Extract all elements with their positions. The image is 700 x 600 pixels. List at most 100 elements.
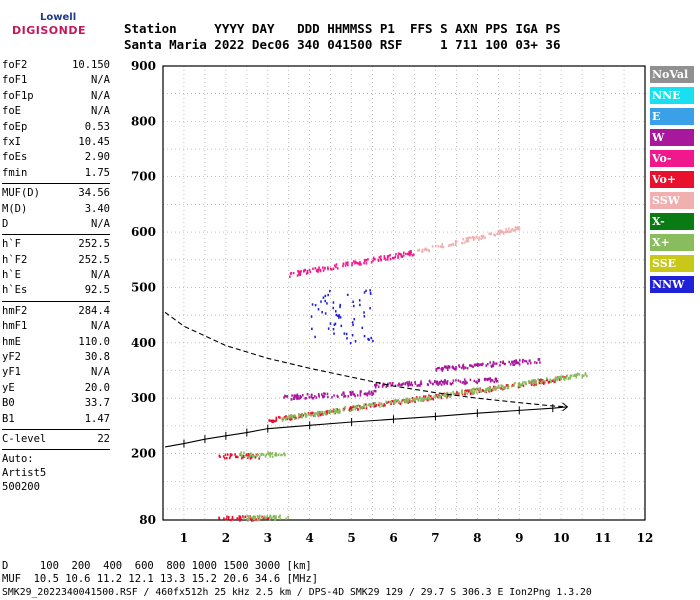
echo-point xyxy=(275,515,277,518)
echo-point xyxy=(438,382,441,385)
echo-point xyxy=(251,454,254,458)
echo-point xyxy=(324,312,327,315)
echo-point xyxy=(521,360,524,364)
echo-point xyxy=(248,518,250,521)
echo-point xyxy=(519,359,521,362)
echo-point xyxy=(488,377,491,381)
param-group-critical-frequencies: foF2 10.150 foF1 N/A foF1p N/A foE N/A foEp 0.53 f… xyxy=(2,58,110,181)
echo-point xyxy=(421,399,423,402)
echo-point xyxy=(297,270,299,273)
echo-point xyxy=(434,379,436,383)
echo-point xyxy=(468,236,471,239)
echo-point xyxy=(499,230,501,234)
echo-point xyxy=(313,412,316,416)
echo-point xyxy=(253,517,256,520)
echo-point xyxy=(419,396,421,400)
echo-point xyxy=(331,396,333,399)
echo-point xyxy=(293,417,296,420)
echo-point xyxy=(227,517,230,520)
echo-point xyxy=(292,397,295,400)
param-row: fmin 1.75 xyxy=(2,166,110,181)
echo-point xyxy=(290,414,293,417)
echo-point xyxy=(389,400,392,403)
echo-point xyxy=(363,392,366,396)
echo-point xyxy=(560,377,563,381)
param-value: N/A xyxy=(91,105,110,118)
param-value: 1.75 xyxy=(84,166,110,179)
echo-point xyxy=(538,379,541,382)
echo-point xyxy=(285,417,288,421)
echo-point xyxy=(333,408,335,412)
autoscaling-line: Auto: xyxy=(2,453,34,466)
echo-point xyxy=(442,246,445,249)
echo-point xyxy=(333,323,336,327)
echo-point xyxy=(312,267,314,270)
echo-point xyxy=(431,245,434,248)
echo-point xyxy=(349,407,351,411)
echo-point xyxy=(479,389,481,392)
echo-point xyxy=(355,405,358,408)
echo-point xyxy=(493,380,496,384)
echo-point xyxy=(346,293,349,297)
echo-point xyxy=(505,228,507,231)
echo-point xyxy=(425,248,427,251)
echo-point xyxy=(398,252,401,256)
echo-point xyxy=(452,392,455,396)
echo-point xyxy=(461,381,464,384)
echo-point xyxy=(416,397,418,400)
echo-point xyxy=(381,385,384,388)
echo-point xyxy=(458,392,461,395)
echo-point xyxy=(435,393,437,397)
y-tick-label: 700 xyxy=(131,170,156,184)
echo-point xyxy=(361,406,364,410)
param-label: foEs xyxy=(2,151,28,164)
echo-point xyxy=(230,518,232,522)
echo-point xyxy=(365,289,367,293)
param-row: h`E N/A xyxy=(2,268,110,283)
echo-point xyxy=(489,389,492,392)
echo-point xyxy=(369,405,372,408)
echo-point xyxy=(496,232,498,236)
echo-point xyxy=(436,381,439,385)
echo-point xyxy=(436,380,439,383)
echo-point xyxy=(293,395,295,398)
echo-point xyxy=(435,382,438,385)
echo-point xyxy=(337,314,339,318)
param-label: h`F2 xyxy=(2,253,28,266)
echo-point xyxy=(455,379,457,382)
echo-point xyxy=(407,384,410,387)
echo-point xyxy=(368,390,370,393)
echo-point xyxy=(325,413,327,416)
echo-point xyxy=(267,451,270,454)
echo-point xyxy=(274,452,277,455)
echo-point xyxy=(367,258,369,261)
echo-point xyxy=(533,379,536,382)
echo-band-w xyxy=(374,377,499,389)
param-label: yF2 xyxy=(2,351,21,364)
x-tick-label: 2 xyxy=(222,531,230,545)
echo-point xyxy=(500,384,502,387)
trace-end-marker xyxy=(562,402,569,412)
echo-point xyxy=(473,387,475,390)
echo-point xyxy=(298,270,301,273)
echo-point xyxy=(419,382,422,385)
echo-point xyxy=(527,380,530,383)
echo-point xyxy=(475,387,478,391)
echo-point xyxy=(367,337,369,341)
echo-point xyxy=(446,380,449,383)
echo-point xyxy=(518,384,520,387)
echo-point xyxy=(351,334,354,337)
param-row: D N/A xyxy=(2,217,110,232)
echo-point xyxy=(455,367,457,371)
echo-point xyxy=(507,385,510,388)
echo-point xyxy=(352,323,354,327)
x-tick-label: 12 xyxy=(637,531,654,545)
echo-point xyxy=(463,378,466,381)
echo-point xyxy=(554,376,557,380)
echo-point xyxy=(289,272,292,275)
echo-point xyxy=(475,380,477,384)
param-label: B1 xyxy=(2,412,15,425)
echo-point xyxy=(400,253,402,256)
echo-point xyxy=(293,414,295,417)
echo-point xyxy=(294,394,297,397)
